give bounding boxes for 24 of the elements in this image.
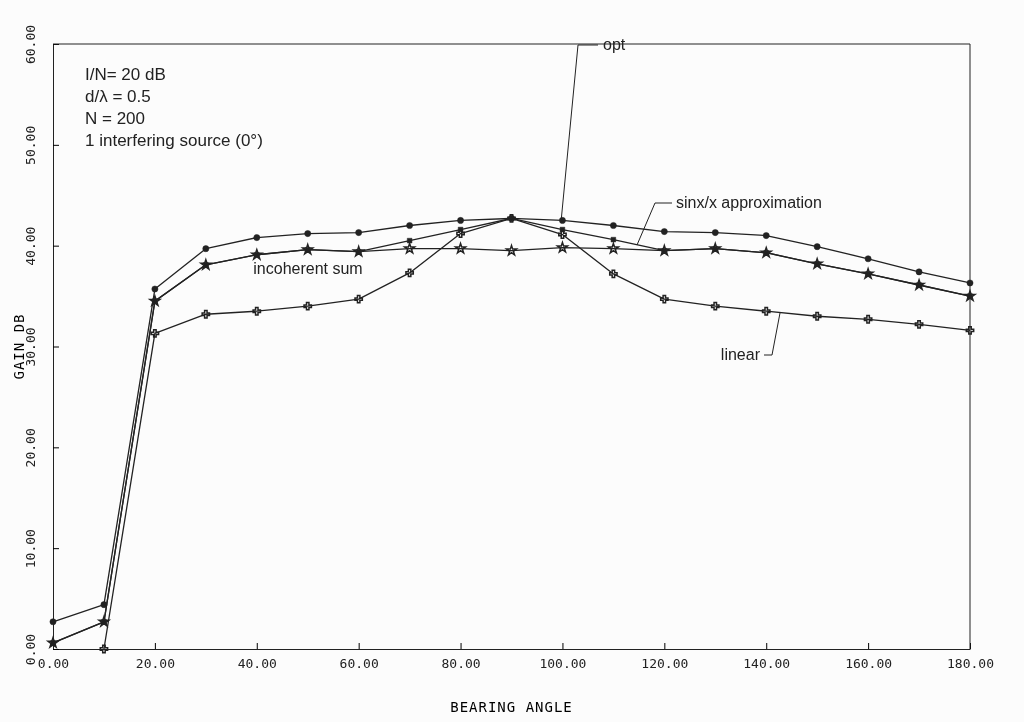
x-tick-label: 120.00 [641,656,689,672]
annotation: I/N= 20 dB [85,65,166,84]
y-tick-label: 60.00 [23,24,39,65]
x-tick-label: 20.00 [135,656,175,672]
x-axis-title: BEARING ANGLE [450,699,573,715]
x-tick-label: 60.00 [339,656,379,672]
x-tick-label: 40.00 [237,656,277,672]
y-tick-label: 50.00 [23,125,39,165]
x-tick-label: 180.00 [947,656,994,672]
annotation: N = 200 [85,109,146,128]
y-tick-label: 40.00 [23,226,39,266]
x-tick-label: 80.00 [441,656,481,672]
y-tick-label: 10.00 [23,529,39,569]
series-label: incoherent sum [253,260,363,277]
x-tick-label: 100.00 [539,656,587,672]
text: opt [603,36,626,53]
annotation: d/λ = 0.5 [85,87,151,106]
series-label: linear [720,346,761,363]
x-tick-label: 0.00 [37,656,70,672]
text: sinx/x approximation [676,194,822,211]
x-tick-label: 160.00 [845,656,893,672]
y-tick-label: 20.00 [23,428,39,468]
x-tick-label: 140.00 [743,656,791,672]
annotation: 1 interfering source (0°) [85,131,263,150]
